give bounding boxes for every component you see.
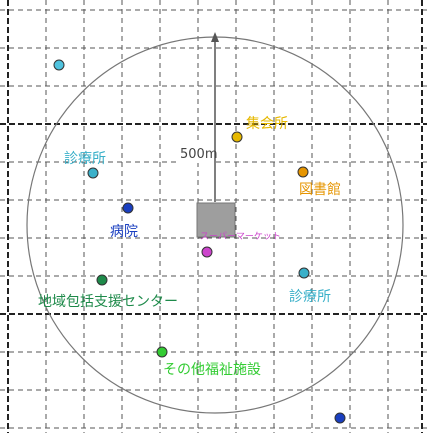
library-label: 図書館 [299, 181, 341, 198]
clinic-topleft-marker-icon[interactable] [53, 59, 65, 71]
clinic-left-marker-icon[interactable] [87, 167, 99, 179]
radius-arrow [211, 32, 219, 202]
hospital-label: 病院 [110, 224, 138, 240]
community-hall-label: 集会所 [246, 115, 288, 132]
regional-support-label: 地域包括支援センター [38, 294, 178, 310]
community-hall-marker-icon[interactable] [231, 131, 243, 143]
welfare-marker-icon[interactable] [156, 346, 168, 358]
welfare-label: その他福祉施設 [163, 362, 261, 378]
library-marker-icon[interactable] [297, 166, 309, 178]
supermarket-marker-icon[interactable] [201, 246, 213, 258]
clinic-left-label: 診療所 [64, 150, 106, 167]
clinic-right-label: 診療所 [289, 288, 331, 305]
center-label: スーパーマーケット [200, 231, 281, 242]
facility-markers: 集会所 図書館 診療所 病院 地域包括支援センター 診療所 その他福祉施設 [38, 59, 346, 424]
center-building [196, 202, 236, 238]
regional-support-marker-icon[interactable] [96, 274, 108, 286]
hospital-marker-icon[interactable] [122, 202, 134, 214]
outer-facility-marker-icon[interactable] [334, 412, 346, 424]
clinic-right-marker-icon[interactable] [298, 267, 310, 279]
radius-label: 500m [180, 147, 217, 162]
